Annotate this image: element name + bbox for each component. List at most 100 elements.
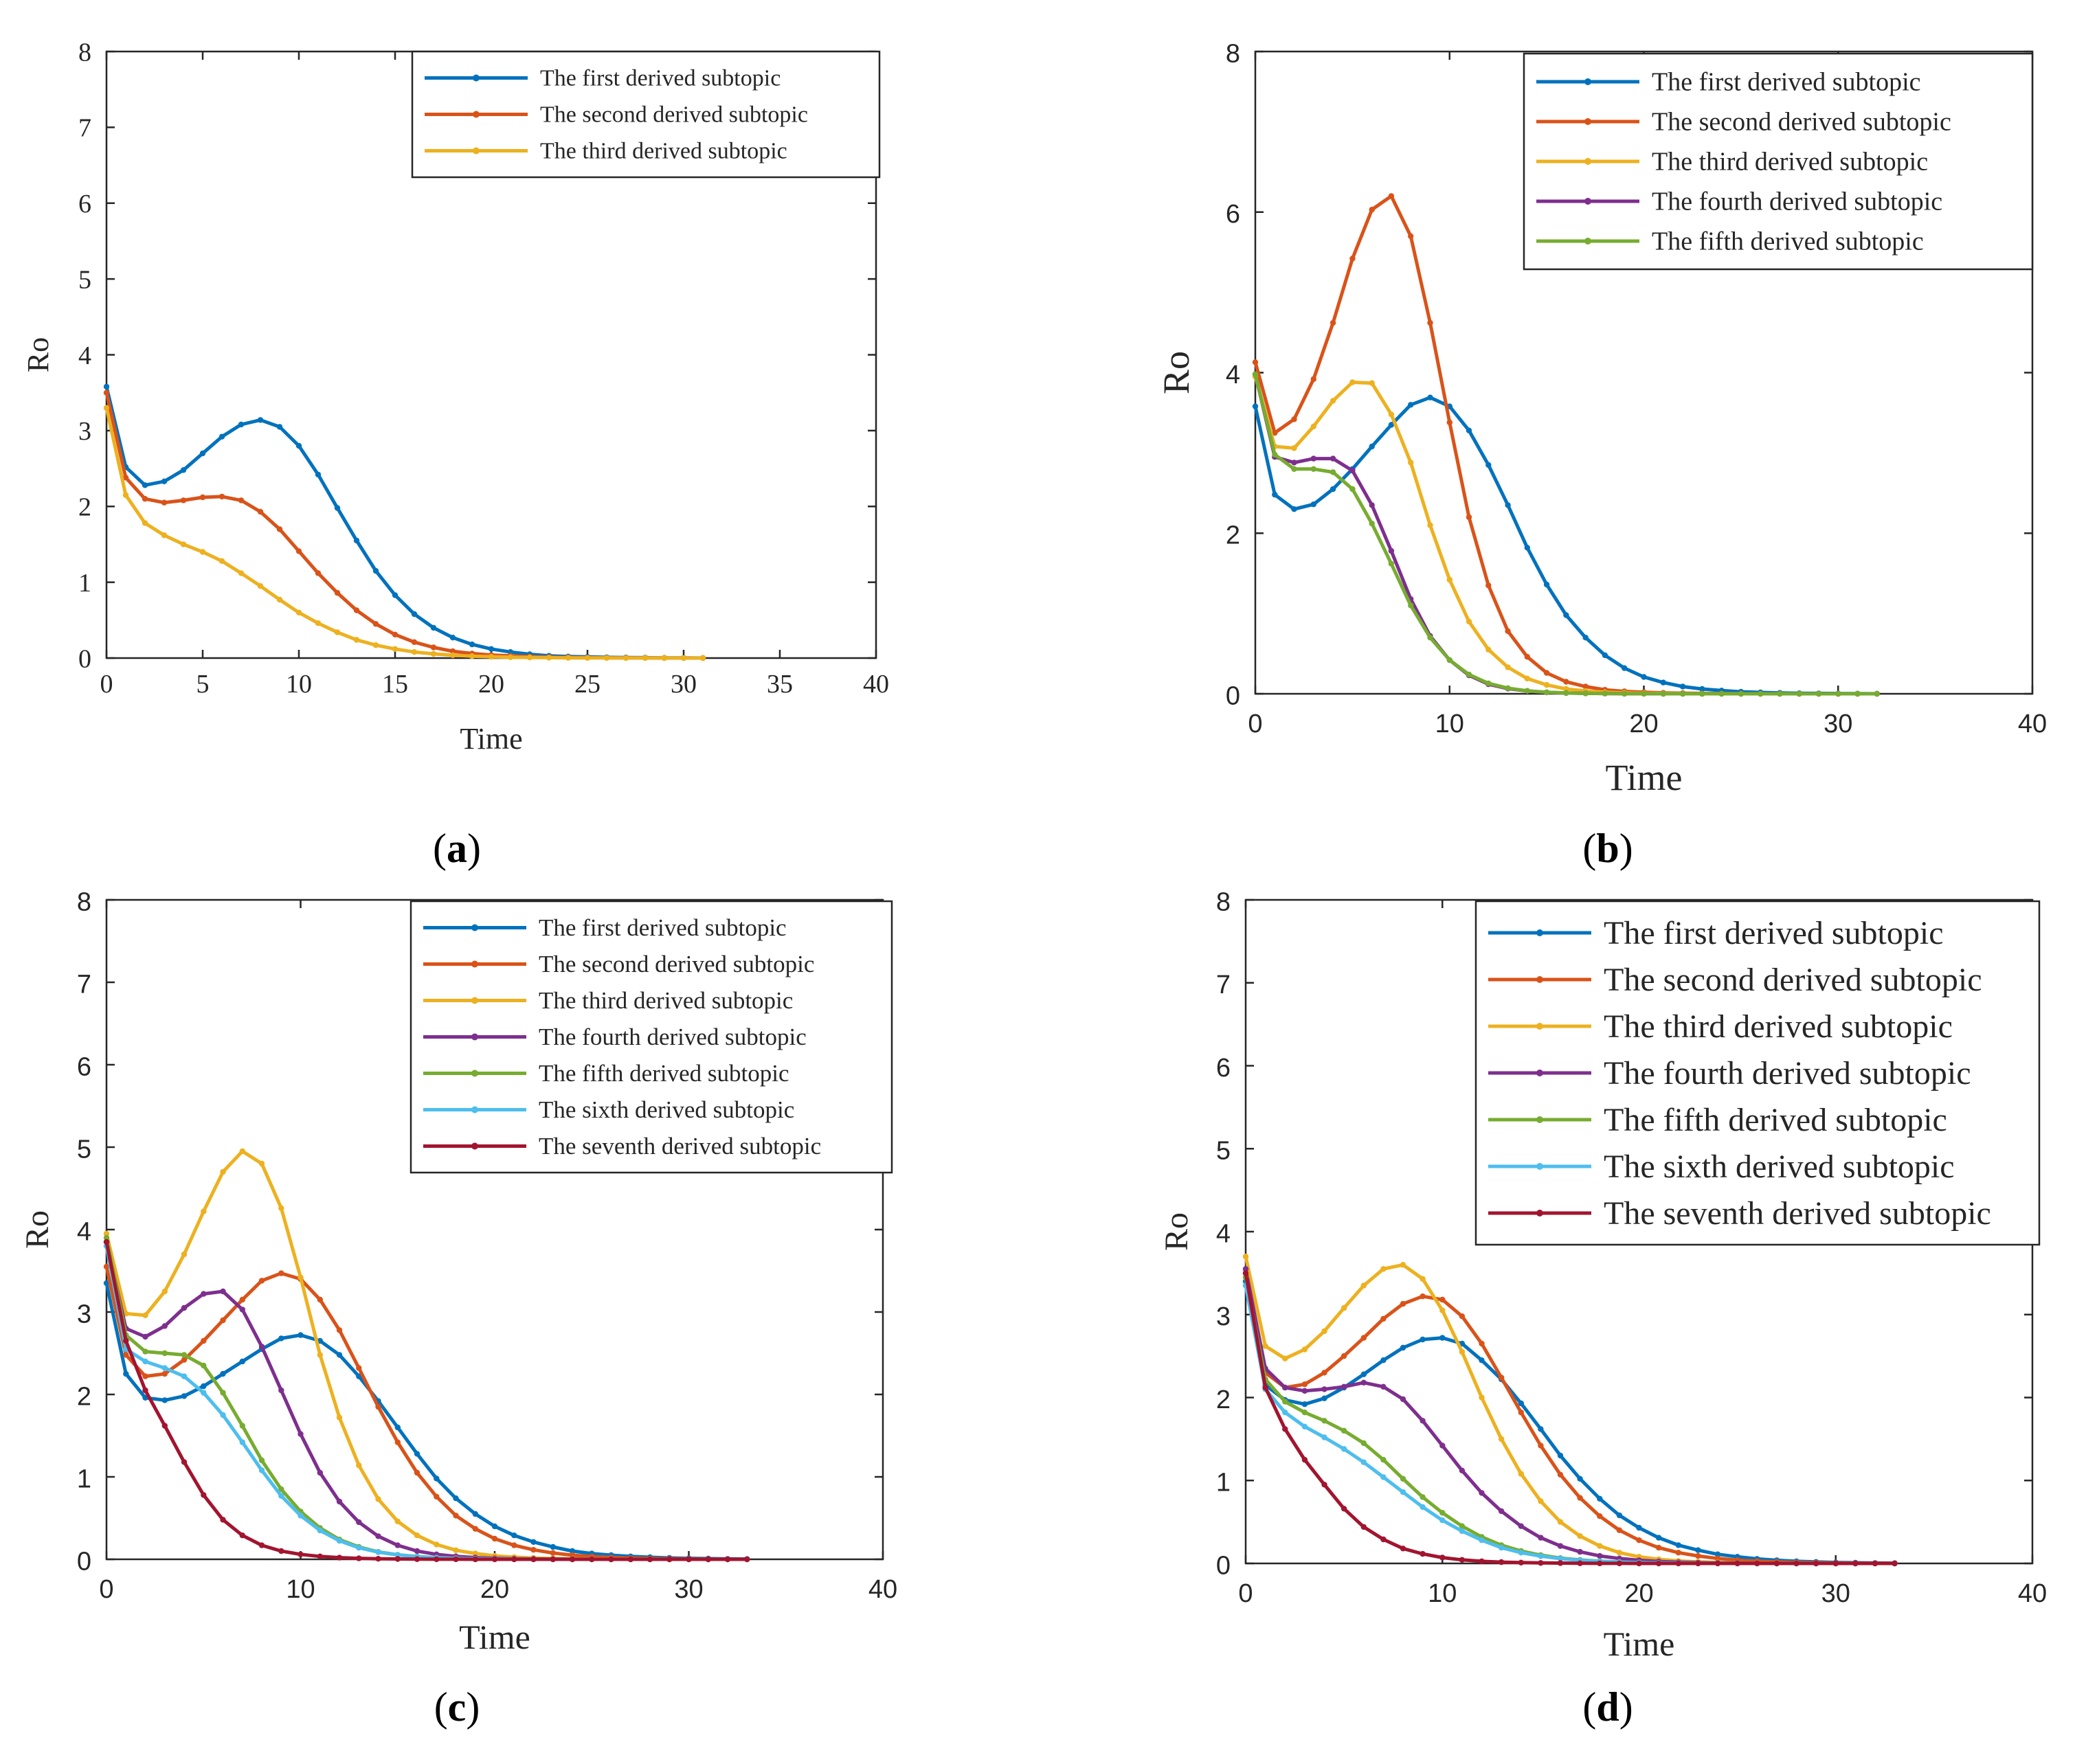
data-point	[201, 1390, 207, 1396]
data-point	[1636, 1524, 1642, 1531]
data-point	[1832, 1560, 1839, 1567]
data-point	[353, 537, 360, 544]
data-point	[298, 1551, 304, 1557]
data-point	[430, 644, 437, 651]
data-point	[1446, 657, 1452, 664]
data-point	[394, 1542, 401, 1548]
panel-caption: (b)	[1582, 826, 1633, 871]
data-point	[724, 1556, 731, 1563]
series-line	[104, 407, 703, 660]
x-axis-label: Time	[1605, 757, 1682, 798]
data-point	[1498, 1508, 1505, 1515]
data-point	[1408, 460, 1414, 466]
data-point	[1446, 576, 1452, 583]
y-tick-label: 2	[77, 1382, 91, 1411]
y-tick-label: 2	[1216, 1386, 1231, 1414]
data-point	[511, 1533, 517, 1539]
data-point	[1505, 628, 1511, 634]
data-point	[1582, 683, 1589, 690]
data-point	[257, 508, 264, 515]
data-point	[1242, 1266, 1249, 1272]
data-point	[1616, 1560, 1623, 1567]
data-point	[589, 1556, 595, 1563]
data-point	[239, 1148, 245, 1155]
data-point	[680, 655, 687, 662]
data-point	[1479, 1558, 1485, 1565]
data-point	[1369, 380, 1375, 386]
data-point	[1734, 1560, 1740, 1567]
y-axis-label: Ro	[19, 1210, 56, 1249]
data-point	[1577, 1495, 1583, 1501]
legend: The first derived subtopic The second der…	[1523, 52, 2034, 271]
data-point	[220, 1168, 226, 1175]
data-point	[1577, 1533, 1583, 1539]
data-point	[356, 1462, 362, 1469]
data-point	[334, 505, 341, 511]
data-point	[239, 1423, 245, 1429]
data-point	[1699, 690, 1705, 697]
data-point	[530, 1539, 537, 1545]
legend-entry: The second derived subtopic	[539, 951, 814, 977]
data-point	[356, 1555, 362, 1561]
data-point	[295, 442, 302, 449]
legend-entry: The first derived subtopic	[540, 66, 781, 91]
legend-entry: The sixth derived subtopic	[1604, 1149, 1955, 1185]
data-point	[488, 646, 495, 652]
data-point	[1892, 1560, 1898, 1567]
data-point	[258, 1278, 265, 1284]
data-point	[1597, 1543, 1603, 1549]
legend-marker	[1584, 118, 1591, 125]
data-point	[258, 1542, 265, 1548]
data-point	[550, 1544, 556, 1550]
chart-panel-d: 0 10 20 30 40 0 1 2 3 4 5 6 7 8 Time Ro The first derive…	[1158, 887, 2047, 1663]
data-point	[181, 1304, 188, 1311]
data-point	[201, 1337, 207, 1344]
data-point	[1518, 1559, 1524, 1565]
data-point	[1369, 443, 1375, 450]
y-tick-label: 3	[1216, 1302, 1231, 1331]
data-point	[1380, 1536, 1387, 1543]
data-point	[1563, 612, 1569, 618]
data-point	[317, 1527, 323, 1534]
data-point	[181, 1251, 188, 1258]
data-point	[1360, 1379, 1367, 1386]
data-point	[1479, 1537, 1485, 1544]
data-point	[1262, 1384, 1268, 1391]
data-point	[511, 1542, 517, 1548]
data-point	[1349, 486, 1356, 493]
data-point	[392, 592, 399, 598]
data-point	[1369, 502, 1375, 508]
data-point	[1400, 1262, 1406, 1268]
data-point	[1321, 1386, 1327, 1392]
data-point	[622, 655, 629, 662]
data-point	[298, 1274, 304, 1280]
data-point	[356, 1365, 362, 1371]
data-point	[1479, 1490, 1485, 1496]
data-point	[1874, 690, 1880, 697]
data-point	[1439, 1296, 1446, 1303]
data-point	[278, 1493, 284, 1499]
x-tick-label: 30	[1821, 1579, 1850, 1608]
data-point	[699, 655, 706, 662]
data-point	[356, 1545, 362, 1551]
data-point	[434, 1493, 440, 1500]
data-point	[201, 1383, 207, 1390]
data-point	[1699, 686, 1705, 692]
data-point	[1738, 690, 1745, 697]
data-point	[1282, 1355, 1288, 1361]
y-tick-label: 3	[78, 417, 91, 446]
data-point	[103, 1230, 110, 1237]
data-point	[1543, 681, 1550, 688]
data-point	[430, 651, 437, 657]
data-point	[142, 1348, 148, 1355]
data-point	[1388, 422, 1395, 428]
data-point	[356, 1519, 362, 1526]
data-point	[1714, 1555, 1721, 1561]
data-point	[220, 1390, 226, 1396]
data-point	[161, 1370, 168, 1377]
data-point	[472, 1550, 478, 1557]
data-point	[1420, 1336, 1426, 1343]
data-point	[258, 1457, 265, 1464]
data-point	[257, 583, 264, 589]
legend: The first derived subtopic The second der…	[1474, 900, 2041, 1246]
